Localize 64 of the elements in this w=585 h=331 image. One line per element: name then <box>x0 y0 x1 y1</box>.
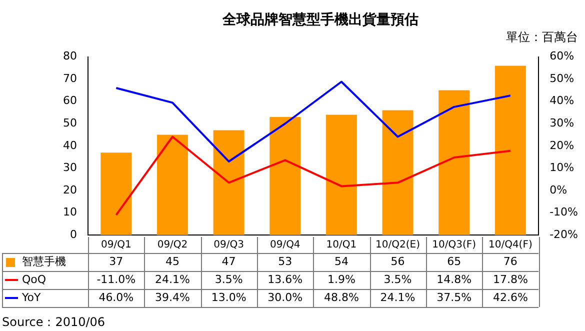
x-tick-label: 10/Q1 <box>326 240 357 251</box>
x-tick-label: 09/Q1 <box>100 240 132 251</box>
y-tick-label: 50 <box>62 116 77 130</box>
y-tick-label: 60 <box>62 94 77 108</box>
y2-tick-label: -20% <box>550 228 578 241</box>
data-label: 39.4% <box>155 290 190 304</box>
data-label: 13.0% <box>211 290 246 304</box>
x-tick-label: 09/Q4 <box>270 240 300 251</box>
data-label: 3.5% <box>384 272 412 286</box>
x-tick-label: 09/Q3 <box>214 240 244 251</box>
data-label: 30.0% <box>268 290 303 304</box>
y-tick-label: 0 <box>70 228 77 241</box>
y2-tick-label: 30% <box>550 116 574 130</box>
y2-tick-label: 0% <box>550 183 568 196</box>
bar <box>326 114 357 235</box>
data-label: 45 <box>165 254 180 268</box>
x-tick-label: 10/Q4(F) <box>488 240 532 251</box>
y2-tick-label: 60% <box>550 50 574 63</box>
chart-title: 全球品牌智慧型手機出貨量預估 <box>222 11 418 28</box>
bar <box>382 110 414 235</box>
data-label: 48.8% <box>324 290 359 304</box>
x-tick-label: 10/Q3(F) <box>432 240 476 251</box>
bar <box>100 152 132 235</box>
y-tick-label: 10 <box>62 206 77 219</box>
x-tick-label: 10/Q2(E) <box>376 240 420 251</box>
bar <box>270 116 301 235</box>
data-label: 3.5% <box>214 272 243 286</box>
data-label: 65 <box>447 254 462 268</box>
y-tick-label: 20 <box>62 183 77 196</box>
y-tick-label: 40 <box>62 138 77 152</box>
data-label: 76 <box>503 254 518 268</box>
data-label: 47 <box>222 254 236 268</box>
data-label: 24.1% <box>380 290 416 304</box>
y2-tick-label: 50% <box>550 72 574 85</box>
source-note: Source：2010/06 <box>2 315 106 330</box>
y2-tick-label: -10% <box>550 206 578 219</box>
legend-label: 智慧手機 <box>22 254 66 268</box>
data-label: -11.0% <box>96 272 136 286</box>
data-label: 13.6% <box>268 272 303 286</box>
bar <box>156 134 188 235</box>
data-label: 46.0% <box>98 290 134 304</box>
data-label: 42.6% <box>492 290 528 304</box>
y2-tick-label: 20% <box>550 138 574 152</box>
bar <box>213 130 244 235</box>
data-label: 17.8% <box>492 272 528 286</box>
data-label: 1.9% <box>327 272 356 286</box>
y-tick-label: 80 <box>62 50 77 63</box>
legend-label: QoQ <box>22 272 46 286</box>
y-tick-label: 70 <box>62 72 77 85</box>
y2-tick-label: 10% <box>550 161 574 174</box>
bar <box>438 90 470 235</box>
data-label: 56 <box>390 254 405 268</box>
data-label: 53 <box>278 254 292 268</box>
data-label: 24.1% <box>155 272 190 286</box>
legend-label: YoY <box>21 290 41 304</box>
x-tick-label: 09/Q2 <box>157 240 188 251</box>
y-tick-label: 30 <box>62 161 77 174</box>
data-label: 37.5% <box>436 290 472 304</box>
y2-tick-label: 40% <box>550 94 574 108</box>
data-label: 54 <box>334 254 348 268</box>
text: 單位：百萬台 <box>506 30 578 44</box>
data-label: 14.8% <box>436 272 472 286</box>
bar <box>494 66 526 235</box>
data-label: 37 <box>109 254 124 268</box>
